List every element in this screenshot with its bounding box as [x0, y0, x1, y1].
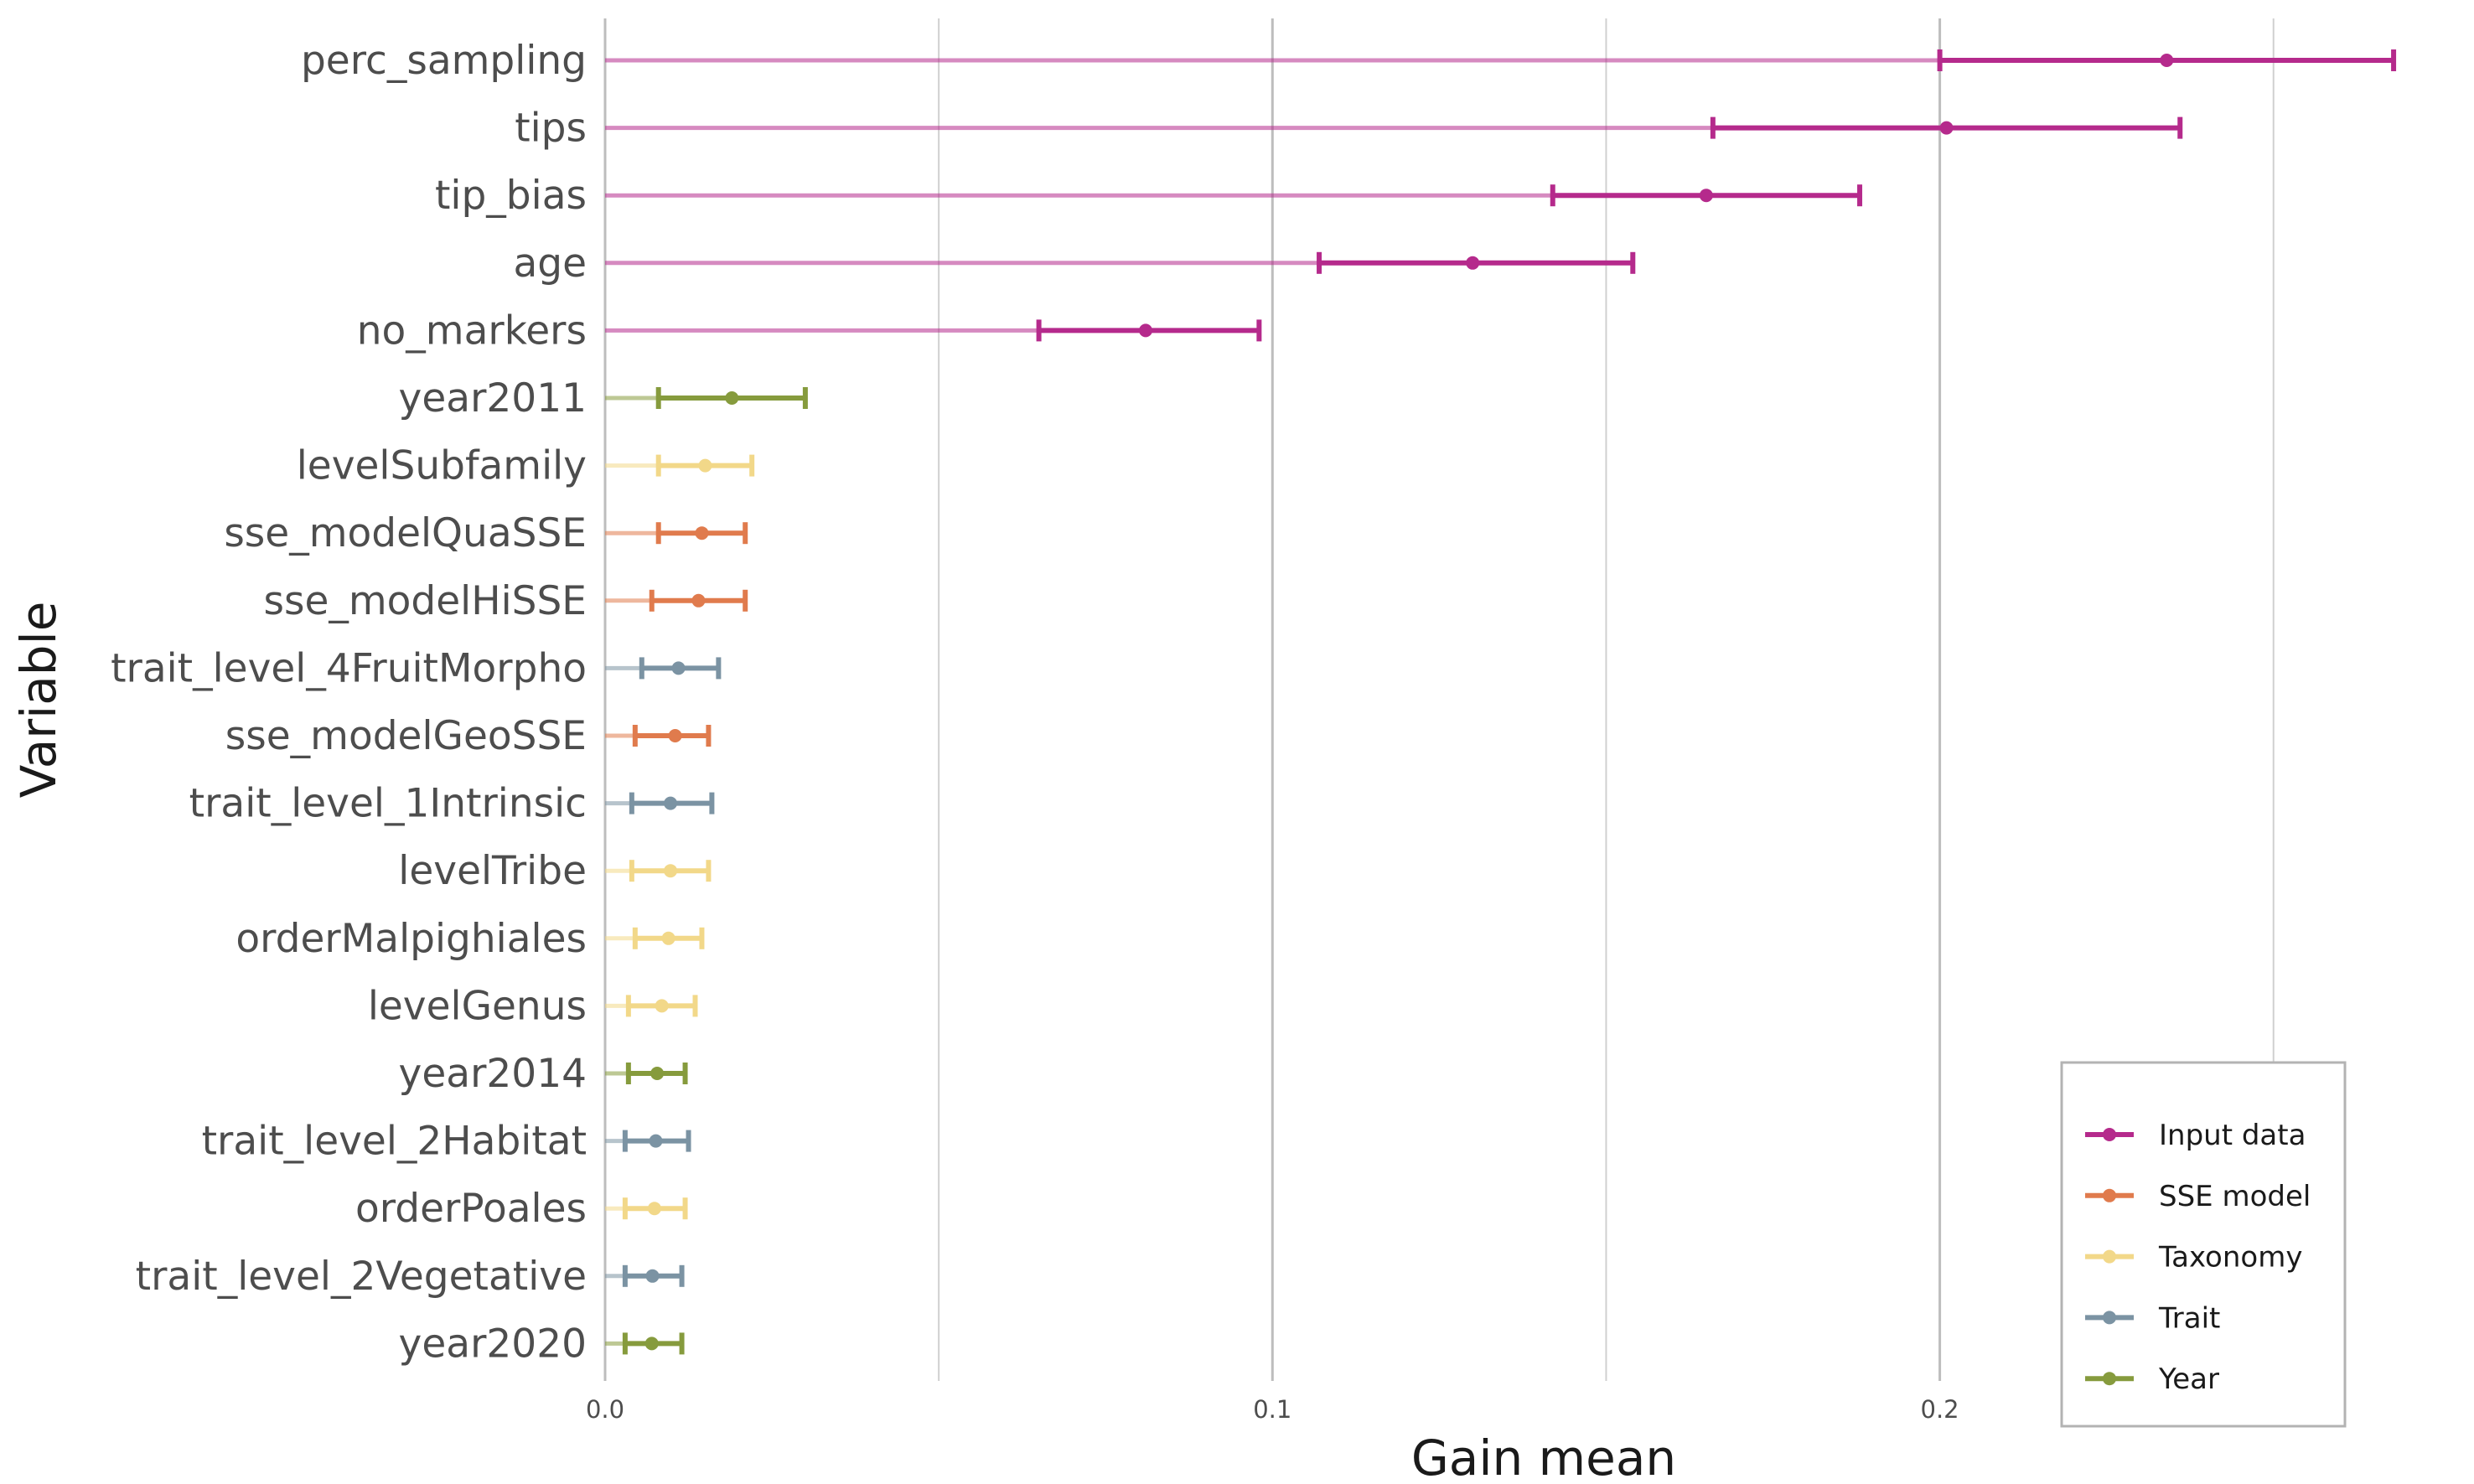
mean-point [649, 1134, 663, 1148]
legend: Input data SSE model Taxonomy Trait Year [2060, 1061, 2347, 1428]
x-tick-label: 0.1 [1253, 1395, 1291, 1424]
legend-label: Trait [2158, 1301, 2220, 1335]
x-tick-labels: 0.0 0.1 0.2 [586, 1395, 1959, 1424]
legend-item: Input data [2085, 1119, 2306, 1152]
mean-point [2160, 54, 2174, 67]
mean-point [1699, 189, 1713, 203]
y-tick-label: trait_level_2Vegetative [136, 1254, 587, 1300]
y-tick-label: levelGenus [368, 983, 587, 1029]
mean-points [644, 54, 2174, 1351]
y-tick-label: trait_level_4FruitMorpho [111, 645, 587, 691]
mean-point [644, 1337, 659, 1351]
y-tick-label: trait_level_2Habitat [202, 1119, 587, 1165]
y-tick-label: levelTribe [398, 848, 587, 894]
x-tick-label: 0.0 [586, 1395, 624, 1424]
mean-point [664, 796, 678, 810]
legend-item: Taxonomy [2085, 1241, 2302, 1275]
mean-point [668, 729, 682, 742]
legend-item: SSE model [2085, 1180, 2311, 1213]
y-tick-label: perc_sampling [301, 38, 587, 84]
y-tick-label: orderPoales [355, 1186, 587, 1232]
y-tick-label: levelSubfamily [297, 443, 587, 489]
mean-point [671, 661, 686, 675]
mean-point [655, 999, 669, 1013]
mean-point [1939, 121, 1954, 135]
mean-point [647, 1202, 661, 1216]
legend-box [2060, 1061, 2347, 1428]
x-tick-label: 0.2 [1921, 1395, 1959, 1424]
mean-point [645, 1269, 660, 1283]
legend-item: Year [2085, 1362, 2219, 1396]
mean-point [725, 391, 739, 405]
y-tick-label: orderMalpighiales [235, 916, 587, 962]
legend-label: Taxonomy [2158, 1241, 2302, 1275]
y-tick-label: no_markers [357, 308, 587, 354]
legend-key-point [2103, 1249, 2116, 1264]
legend-item: Trait [2085, 1301, 2220, 1335]
mean-point [698, 458, 712, 473]
mean-point [664, 864, 678, 878]
y-tick-label: year2020 [399, 1321, 587, 1367]
mean-point [695, 526, 709, 540]
y-axis-title: Variable [10, 602, 67, 799]
y-tick-label: trait_level_1Intrinsic [189, 781, 587, 827]
x-axis-title: Gain mean [1411, 1430, 1676, 1484]
mean-point [1466, 256, 1480, 270]
mean-point [691, 593, 706, 608]
legend-key-point [2103, 1188, 2116, 1202]
y-tick-label: tips [515, 106, 587, 152]
y-tick-label: sse_modelGeoSSE [225, 713, 587, 759]
legend-key-point [2103, 1372, 2116, 1386]
y-tick-label: year2011 [399, 375, 587, 421]
y-tick-label: tip_bias [435, 173, 587, 219]
stems [605, 58, 1940, 1346]
legend-label: Year [2158, 1362, 2219, 1396]
y-tick-label: sse_modelHiSSE [263, 578, 587, 624]
y-tick-label: year2014 [399, 1051, 587, 1097]
grid-lines [603, 18, 2275, 1381]
legend-items: Input data SSE model Taxonomy Trait Year [2085, 1119, 2311, 1396]
legend-label: SSE model [2159, 1180, 2311, 1213]
legend-label: Input data [2159, 1119, 2306, 1152]
legend-key-point [2103, 1128, 2116, 1141]
mean-point [1139, 323, 1152, 338]
y-tick-label: age [513, 240, 587, 287]
mean-point [661, 931, 675, 945]
y-tick-label: sse_modelQuaSSE [224, 510, 587, 556]
legend-key-point [2103, 1311, 2116, 1325]
mean-point [650, 1067, 665, 1080]
